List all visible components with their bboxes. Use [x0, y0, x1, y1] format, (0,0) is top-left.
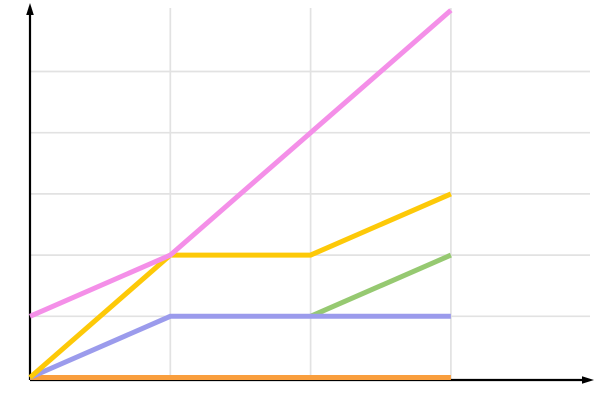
series-line-violet-steep	[29, 8, 453, 319]
y-axis-arrowhead	[26, 3, 34, 15]
series-line-gold-step	[28, 191, 452, 380]
series-line-green-rising	[309, 252, 452, 319]
x-axis-arrowhead	[582, 376, 594, 384]
series-line-periwinkle-plateau	[29, 313, 451, 380]
